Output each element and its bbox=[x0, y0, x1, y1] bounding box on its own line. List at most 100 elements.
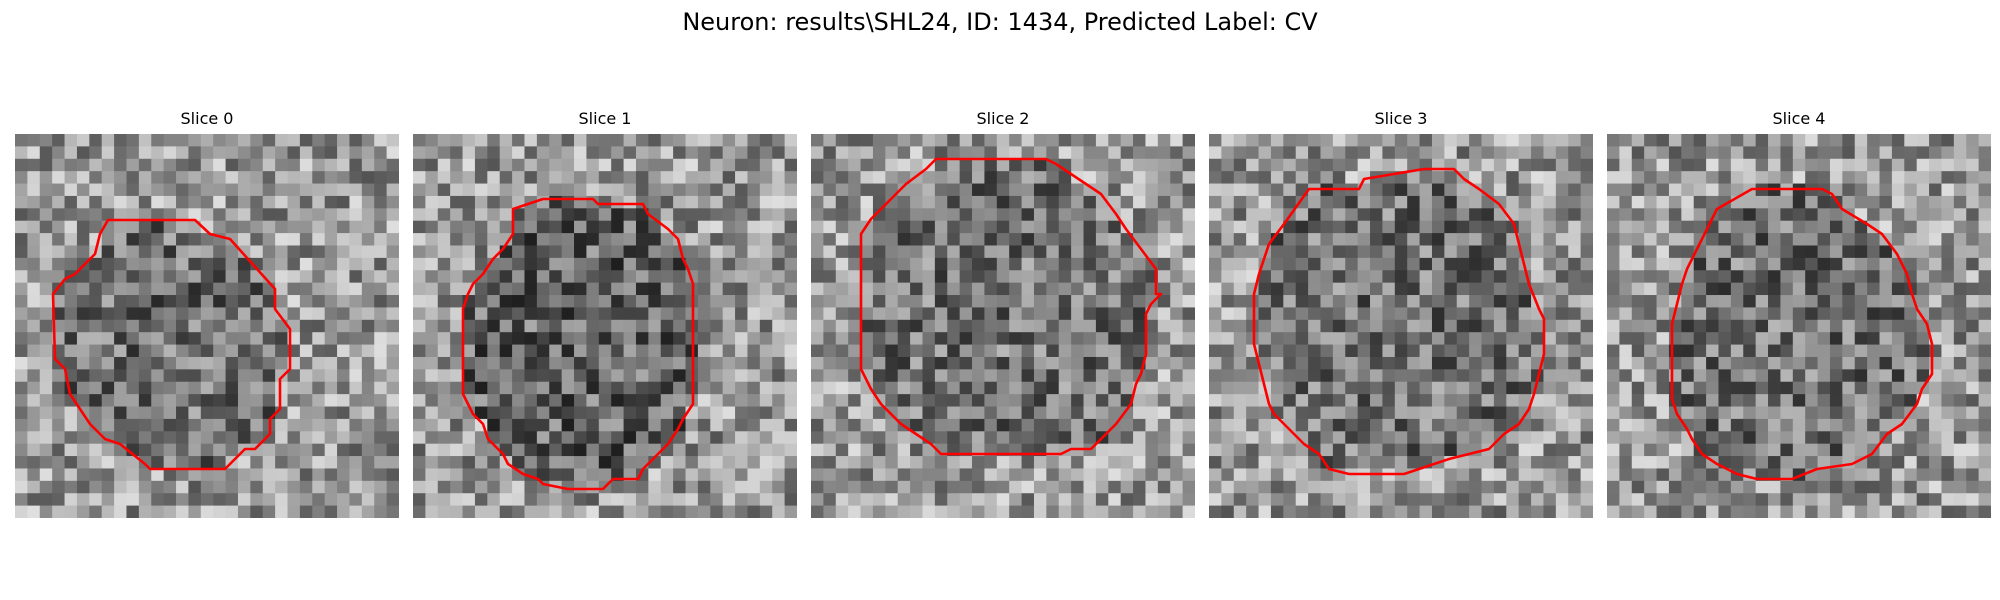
pixel-cell bbox=[27, 332, 41, 346]
pixel-cell bbox=[213, 307, 227, 321]
pixel-cell bbox=[1681, 493, 1695, 507]
pixel-cell bbox=[1357, 195, 1371, 209]
pixel-cell bbox=[76, 220, 90, 234]
pixel-cell bbox=[959, 319, 973, 333]
pixel-cell bbox=[1394, 282, 1408, 296]
pixel-cell bbox=[910, 282, 924, 296]
pixel-cell bbox=[52, 505, 66, 518]
pixel-cell bbox=[39, 319, 53, 333]
pixel-cell bbox=[1033, 505, 1047, 518]
pixel-cell bbox=[897, 257, 911, 271]
pixel-cell bbox=[76, 443, 90, 457]
pixel-cell bbox=[312, 356, 326, 370]
pixel-cell bbox=[1209, 431, 1222, 445]
pixel-cell bbox=[15, 394, 28, 408]
pixel-cell bbox=[27, 319, 41, 333]
pixel-cell bbox=[512, 282, 526, 296]
pixel-cell bbox=[349, 468, 363, 482]
pixel-cell bbox=[1345, 394, 1359, 408]
pixel-cell bbox=[1904, 319, 1918, 333]
pixel-cell bbox=[1656, 134, 1670, 147]
slice-panel-3: Slice 3 bbox=[1209, 108, 1593, 518]
pixel-cell bbox=[1631, 295, 1645, 309]
pixel-cell bbox=[349, 195, 363, 209]
pixel-cell bbox=[1133, 468, 1147, 482]
pixel-cell bbox=[1233, 208, 1247, 222]
pixel-cell bbox=[611, 171, 625, 185]
pixel-cell bbox=[1891, 208, 1905, 222]
pixel-cell bbox=[611, 195, 625, 209]
pixel-cell bbox=[784, 493, 797, 507]
pixel-cell bbox=[39, 282, 53, 296]
pixel-cell bbox=[1095, 146, 1109, 160]
pixel-cell bbox=[922, 220, 936, 234]
pixel-cell bbox=[685, 257, 699, 271]
pixel-cell bbox=[759, 468, 773, 482]
pixel-cell bbox=[275, 245, 289, 259]
pixel-cell bbox=[1916, 245, 1930, 259]
pixel-cell bbox=[1157, 195, 1171, 209]
pixel-cell bbox=[972, 406, 986, 420]
pixel-cell bbox=[1170, 158, 1184, 172]
pixel-cell bbox=[1580, 245, 1593, 259]
pixel-cell bbox=[784, 282, 797, 296]
pixel-cell bbox=[1120, 195, 1134, 209]
pixel-cell bbox=[1058, 431, 1072, 445]
pixel-cell bbox=[89, 356, 103, 370]
pixel-cell bbox=[772, 270, 786, 284]
pixel-cell bbox=[1033, 369, 1047, 383]
pixel-cell bbox=[299, 158, 313, 172]
pixel-cell bbox=[1209, 418, 1222, 432]
pixel-cell bbox=[299, 220, 313, 234]
pixel-cell bbox=[1456, 319, 1470, 333]
pixel-cell bbox=[1842, 257, 1856, 271]
pixel-cell bbox=[1743, 493, 1757, 507]
pixel-cell bbox=[1929, 134, 1943, 147]
pixel-cell bbox=[1718, 480, 1732, 494]
pixel-cell bbox=[299, 493, 313, 507]
pixel-cell bbox=[1668, 245, 1682, 259]
pixel-cell bbox=[15, 208, 28, 222]
pixel-cell bbox=[1170, 443, 1184, 457]
pixel-cell bbox=[138, 245, 152, 259]
pixel-cell bbox=[1170, 418, 1184, 432]
pixel-cell bbox=[349, 307, 363, 321]
pixel-cell bbox=[574, 282, 588, 296]
pixel-cell bbox=[1108, 195, 1122, 209]
pixel-cell bbox=[1829, 332, 1843, 346]
pixel-cell bbox=[1332, 270, 1346, 284]
pixel-cell bbox=[1718, 493, 1732, 507]
pixel-cell bbox=[735, 146, 749, 160]
pixel-cell bbox=[536, 319, 550, 333]
pixel-cell bbox=[512, 418, 526, 432]
pixel-cell bbox=[524, 146, 538, 160]
pixel-cell bbox=[1743, 195, 1757, 209]
pixel-cell bbox=[623, 344, 637, 358]
pixel-cell bbox=[1021, 158, 1035, 172]
pixel-cell bbox=[1469, 195, 1483, 209]
pixel-cell bbox=[660, 394, 674, 408]
pixel-cell bbox=[312, 394, 326, 408]
pixel-cell bbox=[673, 468, 687, 482]
pixel-cell bbox=[735, 418, 749, 432]
pixel-cell bbox=[1706, 270, 1720, 284]
pixel-cell bbox=[1095, 480, 1109, 494]
pixel-cell bbox=[337, 233, 351, 247]
pixel-cell bbox=[299, 233, 313, 247]
pixel-cell bbox=[1221, 493, 1235, 507]
pixel-cell bbox=[163, 505, 177, 518]
pixel-cell bbox=[213, 171, 227, 185]
pixel-cell bbox=[1407, 418, 1421, 432]
pixel-cell bbox=[972, 319, 986, 333]
pixel-cell bbox=[835, 233, 849, 247]
pixel-cell bbox=[1481, 158, 1495, 172]
pixel-cell bbox=[1693, 183, 1707, 197]
pixel-cell bbox=[312, 195, 326, 209]
pixel-cell bbox=[1518, 381, 1532, 395]
pixel-cell bbox=[1706, 183, 1720, 197]
pixel-cell bbox=[337, 282, 351, 296]
pixel-cell bbox=[1046, 233, 1060, 247]
pixel-cell bbox=[188, 195, 202, 209]
pixel-cell bbox=[648, 381, 662, 395]
pixel-cell bbox=[64, 456, 78, 470]
